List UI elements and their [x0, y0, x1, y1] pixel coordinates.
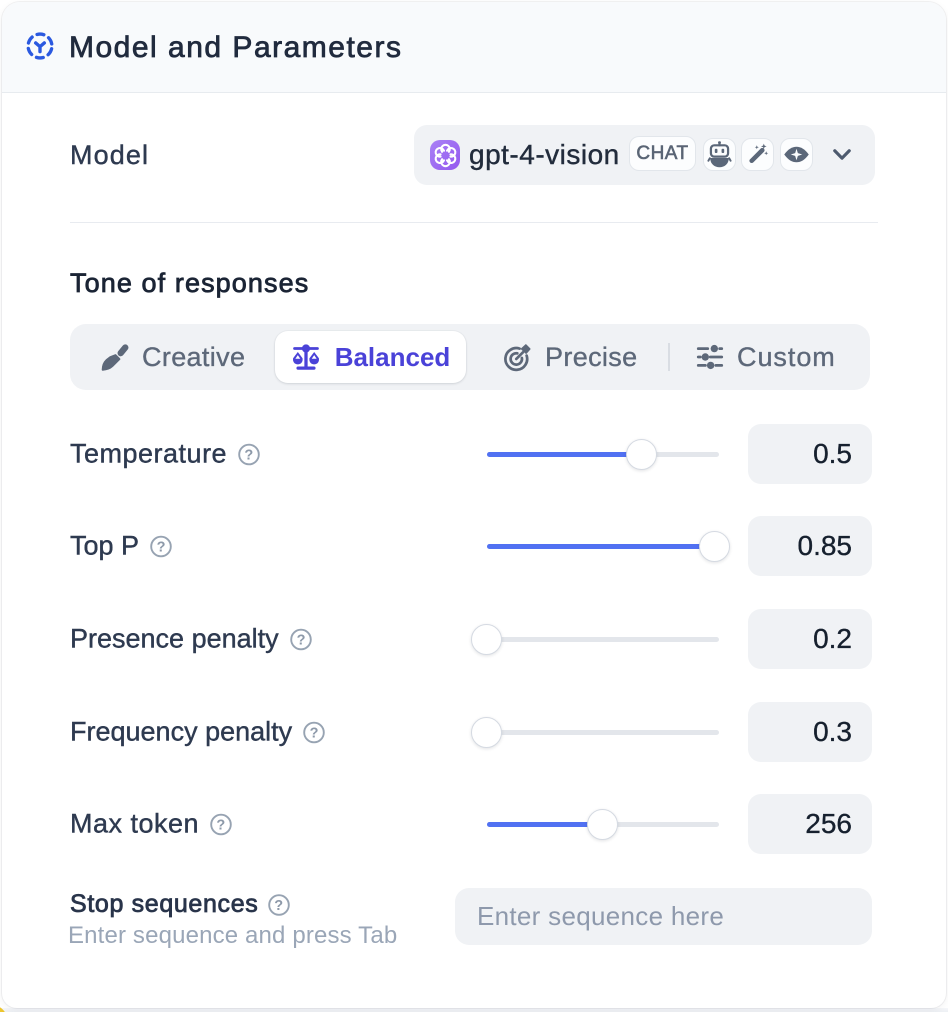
svg-text:?: ?	[244, 447, 253, 463]
svg-text:?: ?	[216, 817, 225, 833]
svg-text:?: ?	[310, 725, 319, 741]
svg-text:?: ?	[157, 539, 166, 555]
svg-text:?: ?	[275, 898, 285, 914]
svg-text:?: ?	[296, 632, 305, 648]
